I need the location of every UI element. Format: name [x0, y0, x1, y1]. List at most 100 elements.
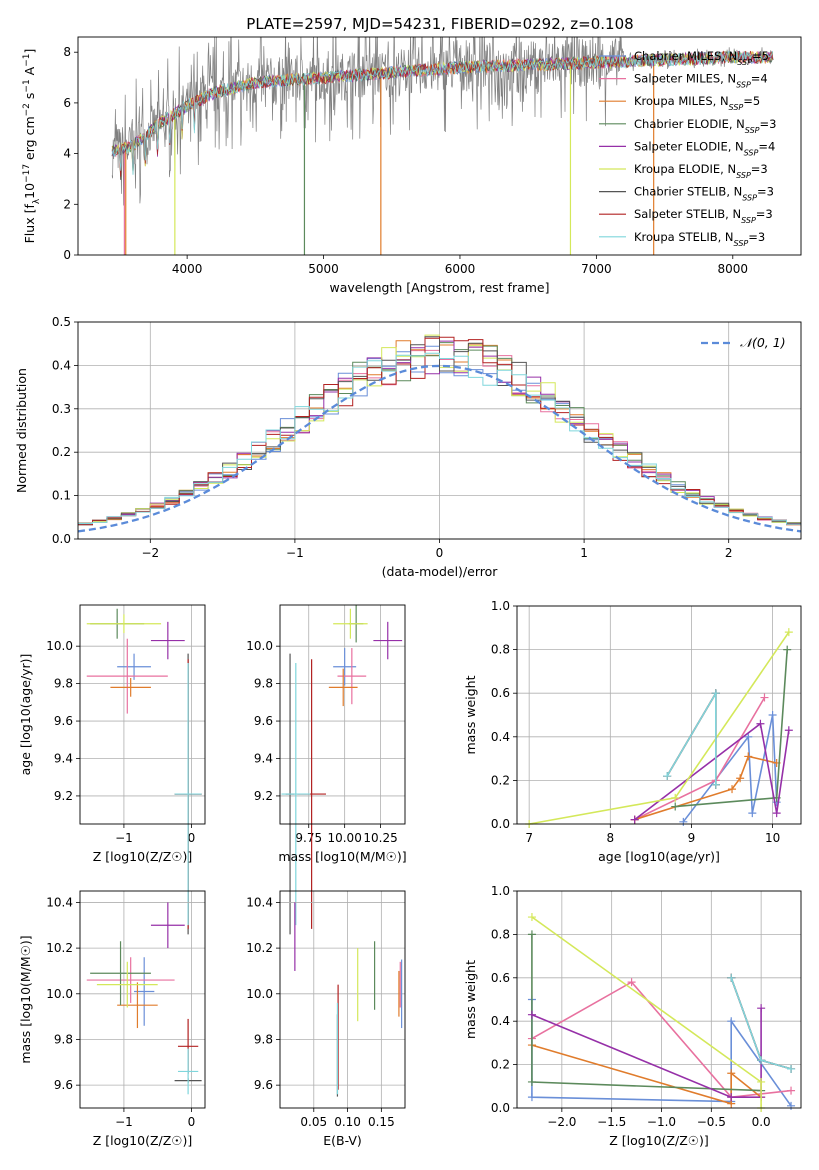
- y-tick-label: 0.1: [52, 489, 71, 503]
- series-salpeter_elodie: [634, 722, 790, 821]
- histograms: [78, 334, 801, 533]
- x-tick-label: 8: [606, 831, 614, 845]
- y-tick-label: 9.4: [254, 751, 273, 765]
- y-tick-label: 0.8: [491, 643, 510, 657]
- y-tick-label: 9.8: [54, 677, 73, 691]
- legend-entry-chabrier_stelib: Chabrier STELIB, NSSP=3: [634, 185, 774, 203]
- mass_vs_Z-panel: −1 0 9.6 9.8 10.0 10.2 10.4 Z [log10(Z/Z☉)] mass…: [18, 890, 206, 1148]
- y-tick-label: 0.8: [491, 927, 510, 941]
- marker-kroupa_elodie: [784, 628, 793, 637]
- x-tick-label: 8000: [718, 262, 749, 276]
- y-tick-label: 0.0: [52, 532, 71, 546]
- y-tick-label: 10.4: [246, 895, 273, 909]
- x-tick-label: 0: [188, 831, 196, 845]
- marker-kroupa_miles: [744, 752, 753, 761]
- axes-frame: [516, 890, 802, 1109]
- y-tick-label: 8: [63, 45, 71, 59]
- y-tick-label: 0.5: [52, 315, 71, 329]
- x-tick-label: −2: [141, 546, 159, 560]
- axes-frame: [279, 890, 406, 1109]
- normal-curve: [78, 364, 801, 533]
- x-axis-label: (data-model)/error: [382, 564, 499, 579]
- x-axis-label: wavelength [Angstrom, rest frame]: [329, 280, 549, 295]
- x-tick-label: 6000: [445, 262, 476, 276]
- marker-chabrier_miles: [787, 1101, 796, 1110]
- y-tick-label: 0.2: [491, 773, 510, 787]
- series-salpeter_elodie: [531, 1008, 762, 1098]
- histogram-chabrier_elodie: [78, 342, 801, 527]
- marker-kroupa_miles: [736, 774, 745, 783]
- y-tick-label: 0.2: [491, 1058, 510, 1072]
- y-tick-label: 10.0: [46, 639, 73, 653]
- marker-salpeter_elodie: [757, 1004, 766, 1013]
- marker-chabrier_elodie: [783, 645, 792, 654]
- histogram-kroupa_stelib: [78, 352, 801, 527]
- legend-entry-normal: 𝒩(0, 1): [740, 335, 786, 350]
- mass_weight_vs_age-panel: 7 8 9 10 0.0 0.2 0.4 0.6 0.8 1.0 age [log10(age/yr…: [463, 599, 802, 864]
- y-tick-label: 2: [63, 197, 71, 211]
- marker-chabrier_elodie: [527, 930, 536, 939]
- y-tick-label: 0: [63, 248, 71, 262]
- mass_weight_vs_Z-panel: −2.0 −1.5 −1.0 −0.5 0.0 0.0 0.2 0.4 0.6 0.8 1.0 Z […: [463, 884, 802, 1148]
- y-tick-label: 0.0: [491, 1101, 510, 1115]
- marker-salpeter_miles: [760, 693, 769, 702]
- axes-frame: [279, 604, 406, 825]
- x-tick-label: −1: [115, 1115, 133, 1129]
- mass_vs_ebv-panel: 0.05 0.10 0.15 9.6 9.8 10.0 10.2 10.4 E(B-V): [246, 890, 406, 1148]
- age_vs_mass-panel: 9.75 10.00 10.25 9.2 9.4 9.6 9.8 10.0 mass [log1…: [246, 604, 407, 935]
- series-kroupa_miles: [531, 1044, 762, 1105]
- y-tick-label: 10.0: [46, 987, 73, 1001]
- legend-entry-kroupa_miles: Kroupa MILES, NSSP=5: [634, 94, 760, 112]
- marker-kroupa_stelib: [663, 772, 672, 781]
- marker-chabrier_miles: [527, 1093, 536, 1102]
- marker-kroupa_miles: [728, 785, 737, 794]
- marker-kroupa_stelib: [727, 973, 736, 982]
- axes-frame: [79, 890, 206, 1109]
- legend-entry-salpeter_elodie: Salpeter ELODIE, NSSP=4: [634, 139, 775, 157]
- x-tick-label: −1.0: [647, 1115, 676, 1129]
- x-tick-label: 0: [436, 546, 444, 560]
- axes-frame: [77, 321, 802, 540]
- x-axis-label: Z [log10(Z/Z☉)]: [93, 849, 193, 864]
- y-tick-label: 10.2: [46, 941, 73, 955]
- x-tick-label: −1: [286, 546, 304, 560]
- y-tick-label: 1.0: [491, 884, 510, 898]
- age_vs_Z-panel: −1 0 9.2 9.4 9.6 9.8 10.0 Z [log10(Z/Z☉)] age [l…: [18, 604, 206, 935]
- marker-chabrier_miles: [744, 732, 753, 741]
- x-tick-label: 10: [765, 831, 780, 845]
- y-tick-label: 9.6: [54, 1078, 73, 1092]
- x-tick-label: 0.0: [752, 1115, 771, 1129]
- marker-salpeter_elodie: [772, 809, 781, 818]
- legend-entry-kroupa_stelib: Kroupa STELIB, NSSP=3: [634, 230, 765, 248]
- y-tick-label: 0.2: [52, 445, 71, 459]
- x-axis-label: mass [log10(M/M☉)]: [278, 849, 406, 864]
- marker-salpeter_elodie: [784, 726, 793, 735]
- marker-kroupa_elodie: [757, 1077, 766, 1086]
- marker-salpeter_elodie: [756, 719, 765, 728]
- x-tick-label: 10.25: [363, 831, 397, 845]
- axes-frame: [79, 604, 206, 825]
- y-tick-label: 9.6: [54, 714, 73, 728]
- legend-entry-chabrier_elodie: Chabrier ELODIE, NSSP=3: [634, 117, 776, 135]
- model-kroupa_stelib: [111, 50, 773, 176]
- y-axis-label: mass [log10(M/M☉)]: [18, 935, 33, 1063]
- x-tick-label: −0.5: [697, 1115, 726, 1129]
- y-axis-label: mass weight: [463, 960, 478, 1039]
- x-axis-label: Z [log10(Z/Z☉)]: [609, 1133, 709, 1148]
- y-tick-label: 10.0: [246, 639, 273, 653]
- legend-entry-salpeter_stelib: Salpeter STELIB, NSSP=3: [634, 207, 773, 225]
- x-axis-label: Z [log10(Z/Z☉)]: [93, 1133, 193, 1148]
- y-tick-label: 10.4: [46, 895, 73, 909]
- marker-chabrier_elodie: [671, 802, 680, 811]
- series-chabrier_elodie: [531, 934, 762, 1092]
- spectrum-lines: [111, 37, 774, 255]
- x-tick-label: 10.00: [327, 831, 361, 845]
- marker-chabrier_elodie: [527, 1077, 536, 1086]
- y-tick-label: 9.6: [254, 714, 273, 728]
- y-tick-label: 9.6: [254, 1078, 273, 1092]
- y-tick-label: 9.2: [254, 789, 273, 803]
- histogram-kroupa_elodie: [78, 334, 801, 527]
- x-axis-label: age [log10(age/yr)]: [598, 849, 720, 864]
- y-axis-label: Normed distribution: [14, 368, 29, 493]
